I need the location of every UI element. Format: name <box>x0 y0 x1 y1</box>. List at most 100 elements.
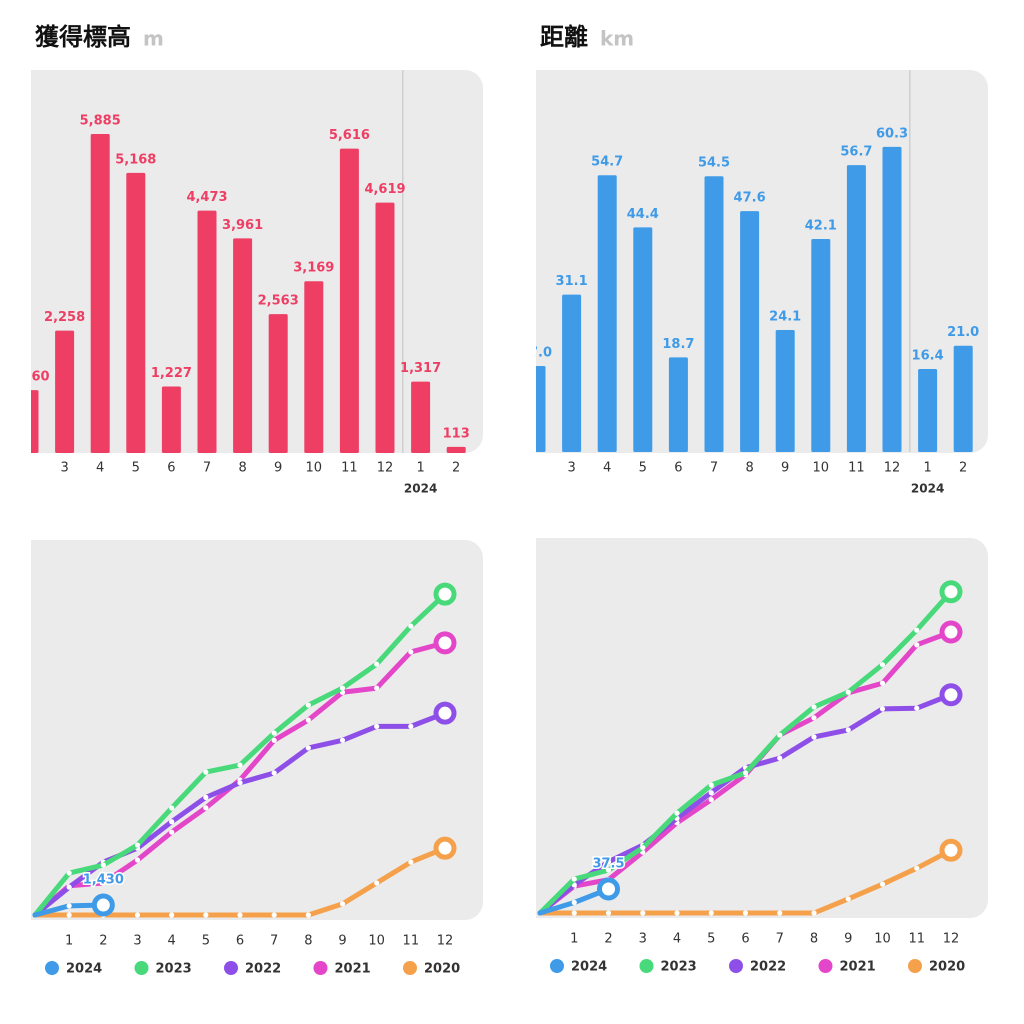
vertex-dot <box>374 723 380 729</box>
x-tick-label: 1 <box>65 934 73 949</box>
vertex-dot <box>203 769 209 775</box>
x-tick-label: 4 <box>603 461 611 476</box>
vertex-dot <box>134 912 141 918</box>
x-tick-label: 8 <box>304 934 312 949</box>
x-tick-label: 6 <box>741 932 749 947</box>
x-tick-label: 9 <box>781 461 789 476</box>
bar <box>446 446 466 453</box>
bar-value-label: 16.4 <box>912 349 944 364</box>
vertex-dot <box>571 899 577 906</box>
bar <box>775 330 795 452</box>
legend-label: 2020 <box>929 960 965 975</box>
unit-label: m <box>143 27 164 51</box>
legend-label: 2020 <box>424 962 460 977</box>
vertex-dot <box>914 705 920 711</box>
legend-label: 2023 <box>661 960 697 975</box>
vertex-dot <box>237 780 243 786</box>
end-marker <box>91 893 115 917</box>
legend-label: 2022 <box>245 962 281 977</box>
x-tick-label: 9 <box>844 932 852 947</box>
x-tick-label: 3 <box>639 932 647 947</box>
legend-swatch <box>45 961 59 975</box>
vertex-dot <box>237 912 243 918</box>
vertex-dot <box>408 859 414 865</box>
vertex-dot <box>879 680 886 686</box>
bar-value-label: 2,258 <box>44 310 85 325</box>
bar <box>411 381 431 453</box>
bar <box>668 357 688 452</box>
end-marker <box>939 838 963 862</box>
legend-swatch <box>403 961 417 975</box>
vertex-dot <box>271 912 277 918</box>
end-marker <box>939 580 963 604</box>
x-tick-label: 5 <box>202 934 210 949</box>
vertex-dot <box>203 912 209 918</box>
x-tick-label: 1 <box>570 932 578 947</box>
x-tick-label: 3 <box>567 461 575 476</box>
vertex-dot <box>845 689 851 695</box>
vertex-dot <box>811 734 817 740</box>
vertex-dot <box>66 912 72 918</box>
year-label: 2024 <box>404 482 437 496</box>
x-tick-label: 6 <box>236 934 244 949</box>
x-tick-label: 3 <box>60 461 68 476</box>
vertex-dot <box>811 704 817 710</box>
x-tick-label: 9 <box>338 934 346 949</box>
bar-value-label: 4,619 <box>364 182 405 197</box>
x-tick-label: 8 <box>238 461 246 476</box>
vertex-dot <box>605 867 612 873</box>
vertex-dot <box>339 901 346 907</box>
x-tick-label: 2 <box>452 461 460 476</box>
x-tick-label: 11 <box>341 461 358 476</box>
end-marker <box>433 701 457 725</box>
end-marker <box>433 582 457 606</box>
bar-value-label: 42.1 <box>805 218 837 233</box>
x-tick-label: 12 <box>377 461 394 476</box>
vertex-dot <box>879 881 886 887</box>
x-tick-label: 4 <box>673 932 681 947</box>
bar-value-label: 5,885 <box>80 114 121 129</box>
bar-value-label: 113 <box>443 426 470 441</box>
vertex-dot <box>169 805 175 811</box>
x-tick-label: 11 <box>848 461 865 476</box>
chart-title: 距離 <box>540 23 588 51</box>
bar-value-label: 54.7 <box>591 155 623 170</box>
vertex-dot <box>605 859 612 865</box>
vertex-dot <box>100 862 106 868</box>
legend-swatch <box>818 959 833 973</box>
bar <box>811 238 831 452</box>
vertex-dot <box>305 717 311 723</box>
vertex-dot <box>674 910 680 916</box>
end-marker <box>433 836 457 860</box>
x-tick-label: 7 <box>710 461 718 476</box>
bar-value-label: 3,961 <box>222 218 263 233</box>
x-tick-label: 6 <box>674 461 682 476</box>
legend-swatch <box>550 959 564 973</box>
vertex-dot <box>339 685 346 691</box>
x-tick-label: 11 <box>403 934 420 949</box>
x-tick-label: 10 <box>813 461 830 476</box>
legend-swatch <box>134 961 149 975</box>
legend-swatch <box>313 961 328 975</box>
bar <box>597 175 617 452</box>
bar-value-label: 31.1 <box>556 274 588 289</box>
bar <box>375 202 395 453</box>
x-tick-label: 8 <box>745 461 753 476</box>
vertex-dot <box>571 910 577 916</box>
end-marker <box>433 631 457 655</box>
legend-swatch <box>224 961 238 975</box>
vertex-dot <box>271 730 277 736</box>
bar <box>339 148 359 453</box>
vertex-dot <box>811 715 817 721</box>
bar <box>536 365 546 452</box>
bar <box>197 210 217 453</box>
x-tick-label: 12 <box>943 932 960 947</box>
bar <box>90 134 110 453</box>
vertex-dot <box>271 770 277 776</box>
panel-background <box>31 540 483 920</box>
bar-value-label: 1,160 <box>8 370 49 385</box>
bar <box>740 211 760 452</box>
bar-value-label: 60.3 <box>876 126 908 141</box>
bar <box>633 227 653 452</box>
